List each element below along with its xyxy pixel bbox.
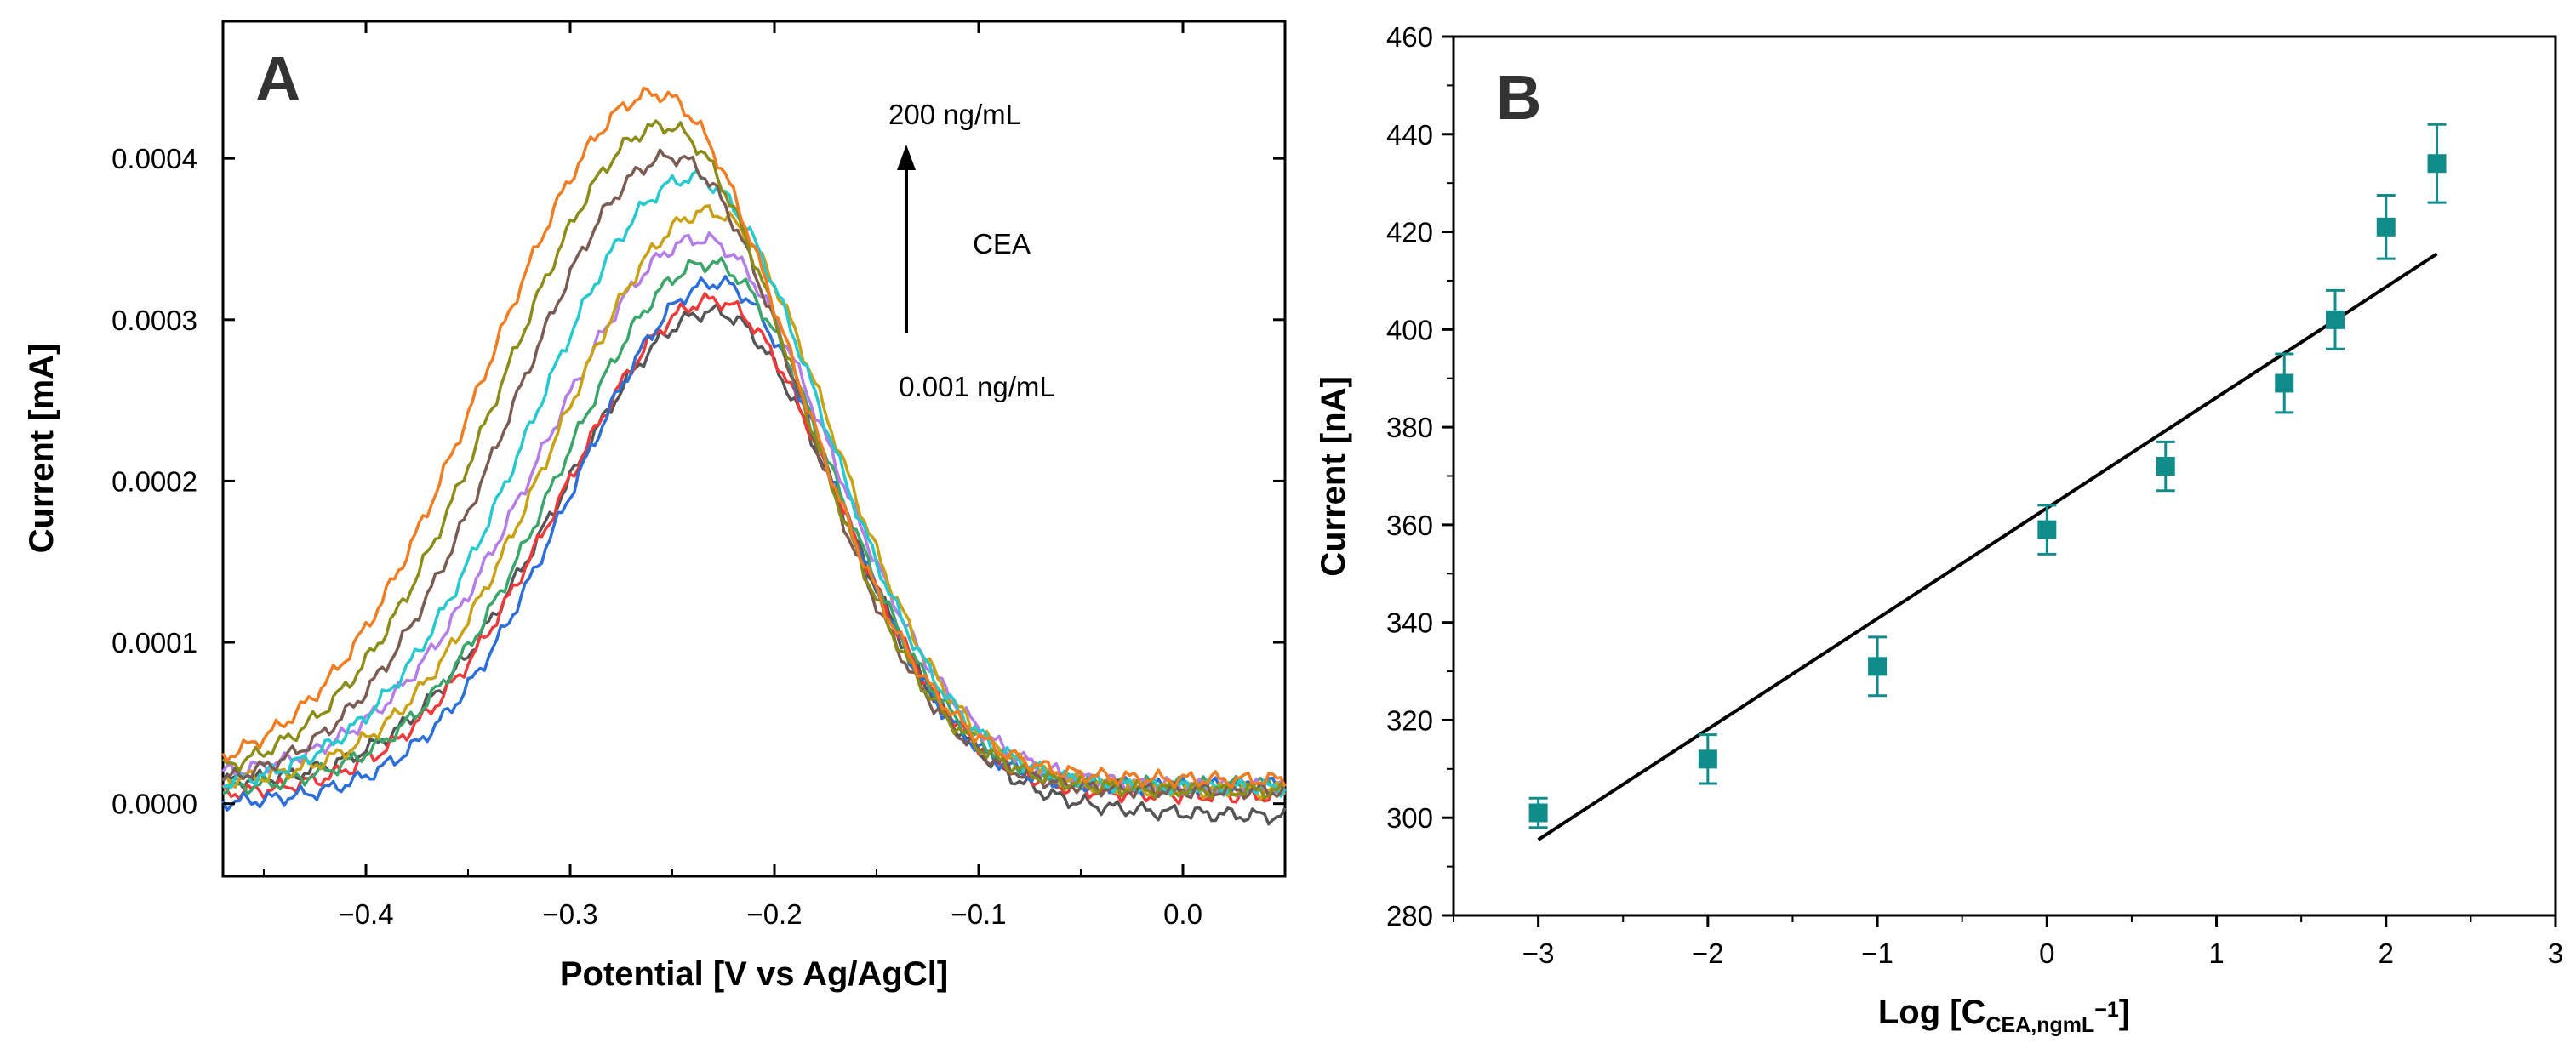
panel-b-points [1528,123,2447,829]
panel-b-letter: B [1496,62,1541,133]
panel-b-xlabel-sup: −1 [2094,998,2119,1022]
annotation-arrow-head [897,145,916,170]
panel-a-ytick-label: 0.0002 [111,465,197,497]
panel-b-ytick-label: 380 [1386,412,1433,443]
panel-b-xtick-label: −1 [1861,937,1893,969]
panel-a-ytick-label: 0.0000 [111,789,197,820]
curve-series [221,119,1287,800]
panel-b-ytick-label: 420 [1386,217,1433,248]
panel-b-xtick-label: 0 [2039,937,2054,969]
panel-a-xtick-label: −0.4 [338,898,393,930]
panel-b-ytick-label: 440 [1386,119,1433,151]
panel-b-xticks: −3 −2 −1 0 1 2 3 [1453,915,2563,969]
annotation-analyte: CEA [973,228,1031,259]
panel-b-ytick-label: 300 [1386,802,1433,834]
panel-a-yticks: 0.0000 0.0001 0.0002 0.0003 0.0004 [111,143,1285,820]
panel-a-xtick-label: −0.3 [542,898,597,930]
panel-a-xtick-label: −0.2 [746,898,802,930]
data-point [2156,457,2175,476]
panel-b-xlabel-main: Log [C [1878,994,1986,1031]
panel-a-xtick-label: −0.1 [951,898,1006,930]
panel-b-fit [1537,252,2438,841]
panel-a: −0.4 −0.3 −0.2 −0.1 0.0 0.00000.00010.00020.… [23,20,1287,993]
panel-a-xlabel: Potential [V vs Ag/AgCl] [560,955,948,993]
panel-b-frame [1452,35,2557,917]
panel-b-ytick-label: 460 [1386,21,1433,53]
panel-b-ylabel: Current [nA] [1315,376,1352,577]
data-point [2427,154,2447,174]
panel-b-ytick-label: 320 [1386,704,1433,736]
panel-b-xlabel: Log [CCEA,ngmL−1] [1878,994,2130,1037]
panel-b-yticks: 280 300 320 340 360 380 400 420 440 460 [1386,21,1454,932]
curve-series [221,86,1287,789]
panel-a-curves [221,86,1287,826]
panel-b-xtick-label: 2 [2379,937,2394,969]
panel-a-ylabel: Current [mA] [23,344,60,554]
data-point [1528,803,1548,823]
panel-a-ytick-label: 0.0001 [111,627,197,658]
data-point [2376,217,2396,237]
fit-line [1537,252,2438,841]
panel-b-xlabel-sub: CEA,ngmL [1986,1013,2095,1037]
curve-series [221,302,1287,826]
panel-a-ytick-label: 0.0003 [111,305,197,336]
curve-series [221,148,1287,801]
curve-series [222,169,1287,798]
panel-b-ytick-label: 360 [1386,510,1433,541]
panel-a-ytick-label: 0.0004 [111,143,197,174]
panel-a-xticks: −0.4 −0.3 −0.2 −0.1 0.0 [263,21,1202,930]
curve-series [221,231,1287,798]
data-point [2037,520,2057,539]
panel-b-ytick-label: 400 [1386,314,1433,345]
panel-a-frame [221,20,1287,878]
data-point [1698,749,1717,769]
panel-b-xtick-label: 1 [2208,937,2224,969]
panel-a-xtick-label: 0.0 [1163,898,1202,930]
panel-a-letter: A [255,43,300,114]
data-point [1868,657,1888,676]
panel-b-xlabel-end: ] [2119,994,2130,1031]
panel-b-xtick-label: 3 [2548,937,2563,969]
data-point [2275,373,2294,393]
panel-b-ytick-label: 280 [1386,900,1433,932]
annotation-top: 200 ng/mL [888,99,1021,130]
annotation-bottom: 0.001 ng/mL [899,371,1054,402]
panel-b-xtick-label: −2 [1692,937,1724,969]
data-point [2326,310,2345,329]
panel-b: −3 −2 −1 0 1 2 3 280 300 320 340 360 380 400 420 440 46… [1315,21,2563,1037]
panel-b-ytick-label: 340 [1386,607,1433,639]
panel-b-xtick-label: −3 [1522,937,1555,969]
